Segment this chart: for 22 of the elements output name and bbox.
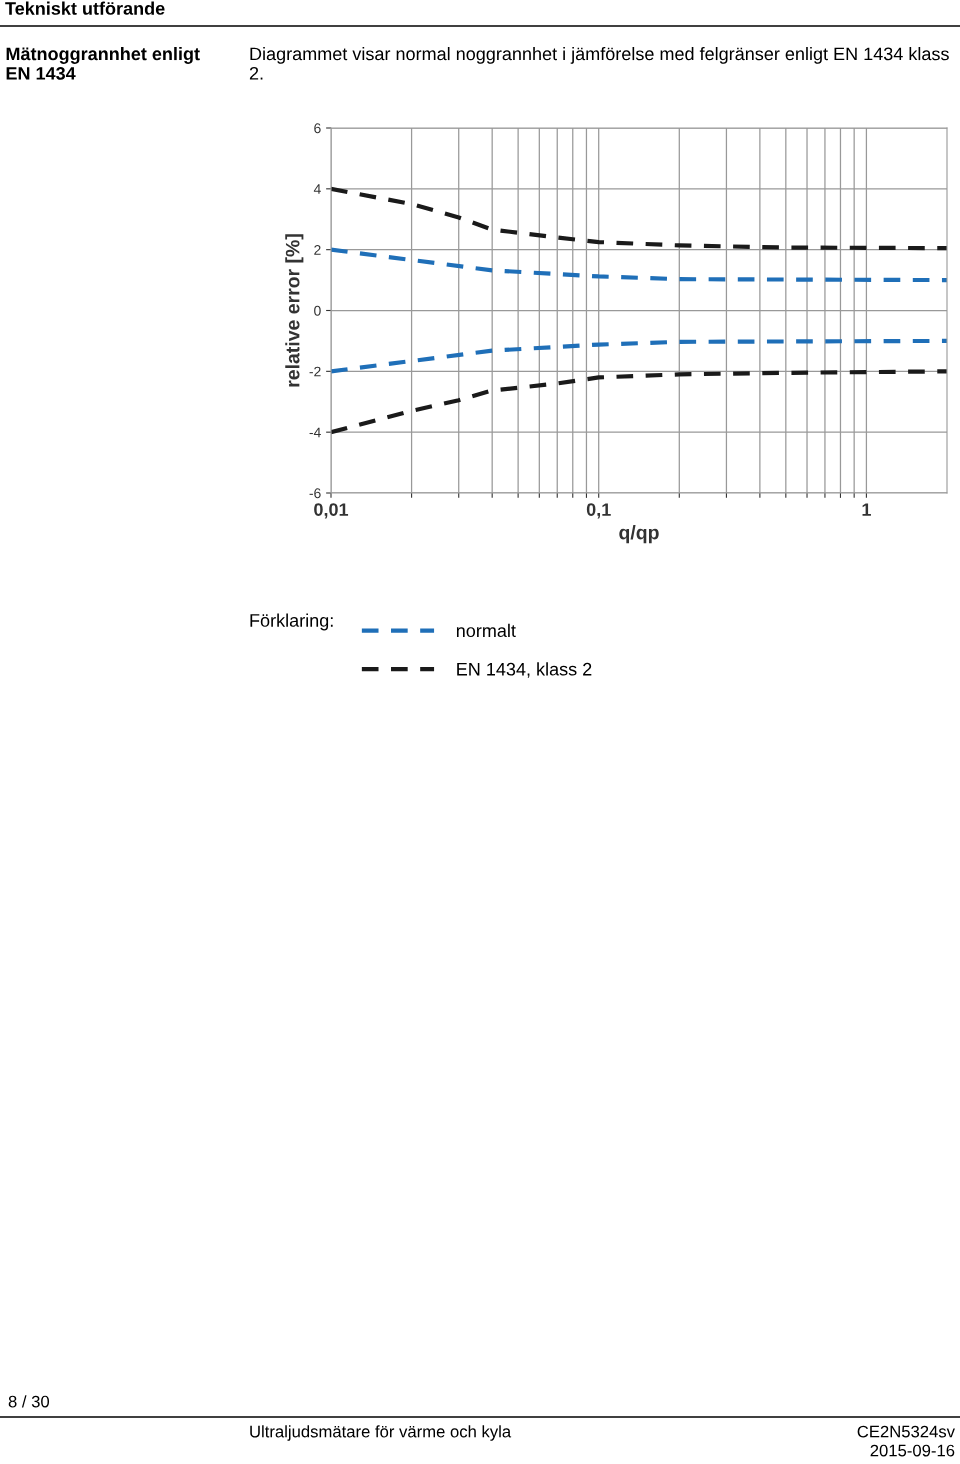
x-axis-title: q/qp — [619, 525, 659, 544]
legend-label: normalt — [456, 623, 516, 638]
y-tick-label: 2 — [314, 245, 321, 255]
y-tick-label: 4 — [313, 184, 321, 194]
y-tick-label: -6 — [309, 488, 321, 499]
y-axis-title: relative error [%] — [285, 234, 304, 387]
y-tick-label: 0 — [314, 305, 321, 316]
y-tick-label: -2 — [309, 366, 321, 377]
text: Ultraljudsmätare för värme och kyla — [250, 1425, 512, 1441]
text: Mätnoggrannhet enligt EN 1434 — [6, 47, 200, 80]
y-tick-label: 6 — [314, 123, 321, 134]
text: 8 / 30 — [8, 1395, 50, 1408]
chart-subtitle: Diagrammet visar normal noggrannhet i jämförelse med felgränser enligt EN 1434 klass 2. — [249, 47, 949, 80]
text: Tekniskt utförande — [5, 1, 165, 15]
x-tick-label: 0,01 — [314, 503, 349, 519]
x-tick-label: 1 — [862, 503, 871, 516]
text: 2015-09-16 — [870, 1444, 955, 1457]
legend-title: Förklaring: — [250, 613, 333, 631]
y-tick-label: -4 — [309, 427, 321, 438]
x-tick-label: 0,1 — [586, 503, 611, 519]
legend-label: EN 1434, klass 2 — [457, 662, 592, 678]
text: CE2N5324sv — [857, 1425, 955, 1438]
